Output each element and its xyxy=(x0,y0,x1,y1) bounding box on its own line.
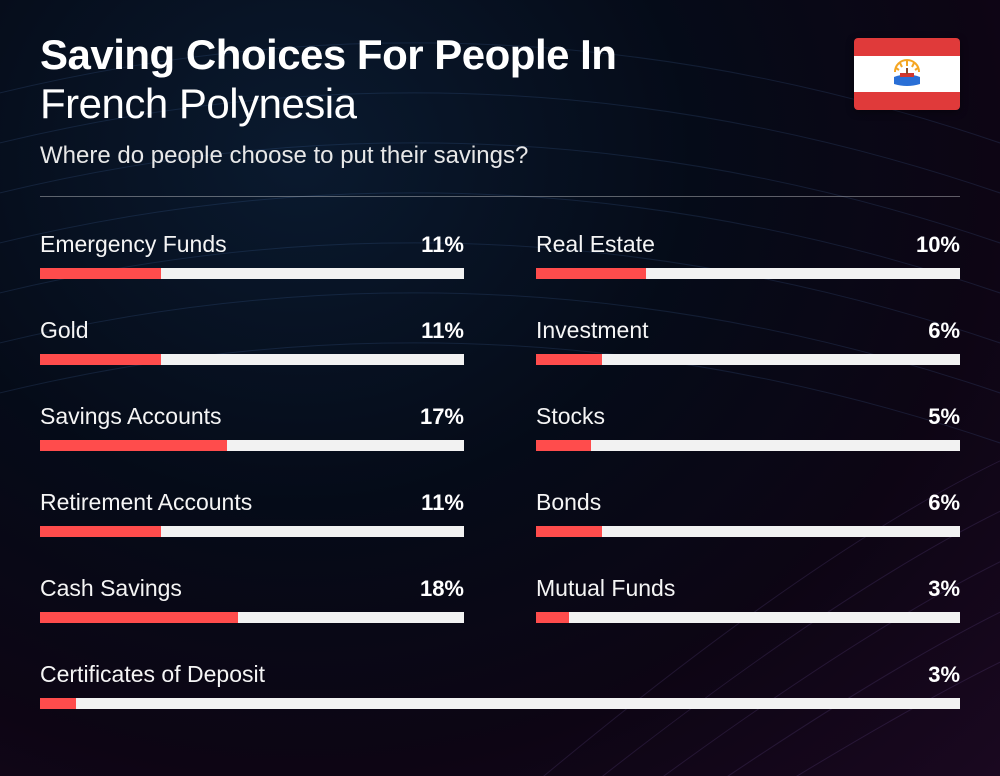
bar-item-head: Investment 6% xyxy=(536,317,960,344)
bar-item: Mutual Funds 3% xyxy=(536,575,960,623)
bar-label: Mutual Funds xyxy=(536,575,675,602)
bar-value: 17% xyxy=(420,404,464,430)
header-divider xyxy=(40,196,960,197)
bar-item: Gold 11% xyxy=(40,317,464,365)
bar-item: Savings Accounts 17% xyxy=(40,403,464,451)
bar-fill xyxy=(40,698,76,709)
bar-item-head: Certificates of Deposit 3% xyxy=(40,661,960,688)
bar-track xyxy=(40,268,464,279)
bar-fill xyxy=(536,268,646,279)
bar-track xyxy=(40,698,960,709)
bar-track xyxy=(40,612,464,623)
title-block: Saving Choices For People In French Poly… xyxy=(40,32,854,170)
bar-track xyxy=(536,526,960,537)
bar-value: 5% xyxy=(928,404,960,430)
bar-fill xyxy=(40,440,227,451)
bar-item-head: Mutual Funds 3% xyxy=(536,575,960,602)
bar-item-head: Bonds 6% xyxy=(536,489,960,516)
bar-fill xyxy=(536,440,591,451)
bar-track xyxy=(40,354,464,365)
bar-label: Cash Savings xyxy=(40,575,182,602)
bar-item: Cash Savings 18% xyxy=(40,575,464,623)
bar-value: 10% xyxy=(916,232,960,258)
bar-item: Emergency Funds 11% xyxy=(40,231,464,279)
bar-label: Stocks xyxy=(536,403,605,430)
bar-label: Bonds xyxy=(536,489,601,516)
bar-fill xyxy=(40,612,238,623)
bar-grid: Emergency Funds 11% Real Estate 10% Gold 11% I… xyxy=(40,231,960,709)
bar-item: Retirement Accounts 11% xyxy=(40,489,464,537)
bar-fill xyxy=(40,526,161,537)
subtitle: Where do people choose to put their savi… xyxy=(40,142,854,170)
bar-value: 3% xyxy=(928,662,960,688)
bar-item-head: Savings Accounts 17% xyxy=(40,403,464,430)
bar-label: Real Estate xyxy=(536,231,655,258)
bar-value: 18% xyxy=(420,576,464,602)
bar-item-head: Real Estate 10% xyxy=(536,231,960,258)
bar-item: Investment 6% xyxy=(536,317,960,365)
bar-track xyxy=(536,268,960,279)
bar-label: Retirement Accounts xyxy=(40,489,252,516)
bar-fill xyxy=(40,268,161,279)
bar-track xyxy=(40,440,464,451)
bar-item-head: Stocks 5% xyxy=(536,403,960,430)
bar-fill xyxy=(536,526,602,537)
bar-value: 3% xyxy=(928,576,960,602)
bar-value: 11% xyxy=(421,318,464,344)
header-row: Saving Choices For People In French Poly… xyxy=(40,32,960,170)
bar-label: Gold xyxy=(40,317,89,344)
bar-value: 11% xyxy=(421,232,464,258)
bar-item-head: Emergency Funds 11% xyxy=(40,231,464,258)
bar-label: Emergency Funds xyxy=(40,231,227,258)
bar-item: Stocks 5% xyxy=(536,403,960,451)
bar-label: Savings Accounts xyxy=(40,403,222,430)
bar-track xyxy=(536,354,960,365)
title-line2: French Polynesia xyxy=(40,80,854,128)
bar-label: Certificates of Deposit xyxy=(40,661,265,688)
bar-value: 6% xyxy=(928,490,960,516)
bar-item-head: Cash Savings 18% xyxy=(40,575,464,602)
bar-item: Certificates of Deposit 3% xyxy=(40,661,960,709)
bar-track xyxy=(536,440,960,451)
bar-label: Investment xyxy=(536,317,649,344)
bar-value: 11% xyxy=(421,490,464,516)
bar-fill xyxy=(536,612,569,623)
bar-value: 6% xyxy=(928,318,960,344)
bar-item: Real Estate 10% xyxy=(536,231,960,279)
bar-item-head: Gold 11% xyxy=(40,317,464,344)
infographic-content: Saving Choices For People In French Poly… xyxy=(0,0,1000,709)
title-line1: Saving Choices For People In xyxy=(40,32,854,78)
flag-french-polynesia xyxy=(854,38,960,110)
bar-fill xyxy=(40,354,161,365)
bar-track xyxy=(40,526,464,537)
bar-item: Bonds 6% xyxy=(536,489,960,537)
bar-fill xyxy=(536,354,602,365)
bar-track xyxy=(536,612,960,623)
bar-item-head: Retirement Accounts 11% xyxy=(40,489,464,516)
